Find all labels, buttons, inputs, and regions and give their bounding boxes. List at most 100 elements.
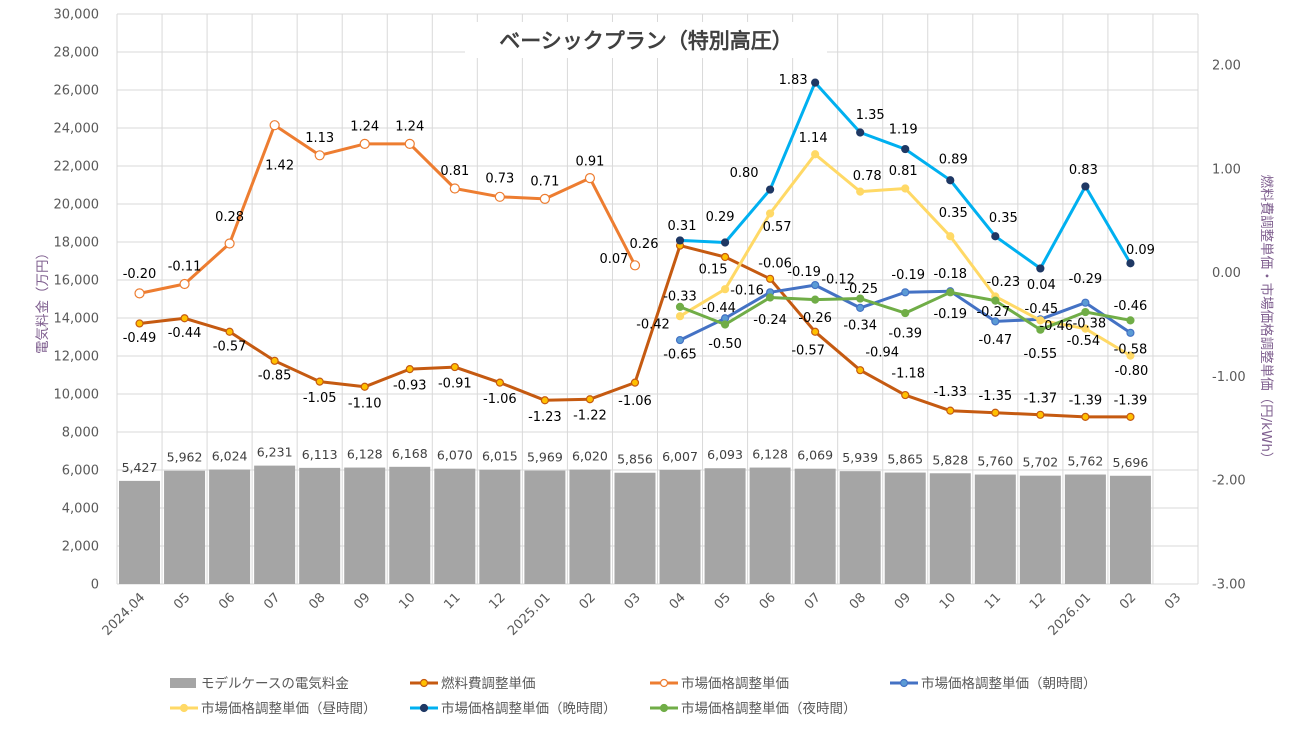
legend-label: 市場価格調整単価 — [681, 675, 789, 692]
bar — [209, 469, 251, 584]
series-marker — [811, 327, 820, 336]
legend-item: 市場価格調整単価 — [650, 675, 789, 692]
bar-label: 6,069 — [797, 448, 833, 463]
data-label: -0.27 — [976, 305, 1010, 320]
series-marker — [1081, 307, 1090, 317]
bar-label: 6,007 — [662, 449, 698, 464]
bar-label: 6,093 — [707, 447, 743, 462]
series-marker — [270, 356, 279, 365]
legend-swatch — [170, 678, 196, 688]
legend-item: モデルケースの電気料金 — [170, 675, 349, 692]
left-tick-label: 2,000 — [62, 540, 99, 555]
bars — [119, 465, 1151, 584]
bar — [254, 465, 296, 584]
series-marker — [901, 390, 910, 400]
data-label: -1.06 — [483, 392, 517, 407]
series-marker — [315, 377, 324, 386]
data-label: -1.35 — [978, 389, 1012, 404]
data-label: -1.06 — [618, 394, 652, 409]
series-marker — [1081, 412, 1090, 421]
series-marker — [811, 280, 820, 290]
legend: モデルケースの電気料金 燃料費調整単価 市場価格調整単価 市場価格調整単価（朝時間） 市… — [170, 675, 1097, 717]
bar-label: 6,024 — [212, 449, 248, 464]
data-label: 0.89 — [939, 153, 968, 168]
series-marker — [269, 120, 280, 131]
data-label: 1.42 — [265, 159, 294, 174]
data-label: 0.28 — [215, 210, 244, 225]
left-tick-label: 28,000 — [54, 46, 100, 61]
legend-marker — [179, 703, 189, 713]
bar-label: 5,427 — [122, 460, 158, 475]
series-marker — [856, 366, 865, 375]
data-label: -0.19 — [933, 307, 967, 322]
series-marker — [946, 288, 955, 297]
bar-label: 5,939 — [842, 450, 878, 465]
series-marker — [225, 327, 234, 336]
data-label: -0.23 — [986, 275, 1020, 290]
series-marker — [1036, 316, 1045, 325]
bar — [1109, 475, 1151, 584]
left-tick-label: 24,000 — [54, 122, 100, 137]
series-marker — [766, 185, 775, 194]
data-label: -0.57 — [213, 339, 247, 354]
data-label: 0.57 — [763, 220, 792, 235]
left-tick-label: 22,000 — [54, 160, 100, 175]
series-marker — [1081, 324, 1090, 333]
bar — [749, 467, 791, 584]
bar — [929, 473, 971, 584]
bar — [1019, 475, 1061, 584]
series-marker — [1036, 264, 1045, 273]
data-label: -0.44 — [702, 301, 736, 316]
series-marker — [540, 396, 549, 405]
data-label: -1.37 — [1024, 391, 1058, 406]
series-marker — [675, 236, 685, 245]
bar-label: 6,070 — [437, 448, 473, 463]
data-label: -0.46 — [1040, 319, 1074, 334]
data-label: -1.23 — [528, 410, 562, 425]
bar — [1064, 474, 1106, 584]
series-marker — [585, 395, 595, 404]
series-marker — [134, 288, 145, 299]
data-label: 0.71 — [530, 174, 559, 189]
series-marker — [901, 308, 910, 318]
gridlines — [116, 13, 1199, 585]
series-marker — [450, 362, 459, 372]
bar — [884, 472, 926, 584]
series-marker — [766, 293, 775, 302]
data-label: 1.24 — [350, 119, 379, 134]
left-tick-label: 10,000 — [54, 388, 100, 403]
series-marker — [720, 252, 730, 262]
left-tick-label: 18,000 — [54, 236, 100, 251]
series-marker — [224, 238, 235, 249]
data-label: -0.49 — [123, 331, 157, 346]
data-label: -1.05 — [303, 391, 337, 406]
bar — [389, 466, 431, 584]
series-marker — [856, 128, 865, 137]
series-marker — [1081, 298, 1090, 307]
series-marker — [675, 335, 685, 345]
data-label: -0.47 — [978, 333, 1012, 348]
bar — [614, 472, 656, 584]
series-marker — [1126, 328, 1135, 337]
left-tick-label: 20,000 — [54, 198, 100, 213]
series-marker — [991, 317, 1000, 326]
series-marker — [720, 238, 730, 247]
chart-title: ベーシックプラン（特別高圧） — [499, 29, 793, 53]
bar — [344, 467, 386, 584]
bar-label: 6,231 — [257, 445, 293, 460]
data-label: 0.09 — [1126, 243, 1155, 258]
bar-label: 5,828 — [932, 452, 968, 467]
legend-marker — [659, 703, 669, 713]
bar-label: 6,113 — [302, 447, 338, 462]
series-marker — [901, 144, 910, 154]
data-label: 0.81 — [889, 164, 918, 179]
series-marker — [675, 302, 685, 311]
series-marker — [405, 365, 414, 374]
series-marker — [1036, 410, 1045, 419]
data-label: -0.06 — [758, 256, 792, 271]
series-marker — [1126, 316, 1135, 325]
data-label: 1.19 — [889, 123, 918, 138]
data-label: 1.83 — [779, 73, 808, 88]
bar — [794, 468, 836, 584]
legend-label: モデルケースの電気料金 — [201, 675, 349, 692]
